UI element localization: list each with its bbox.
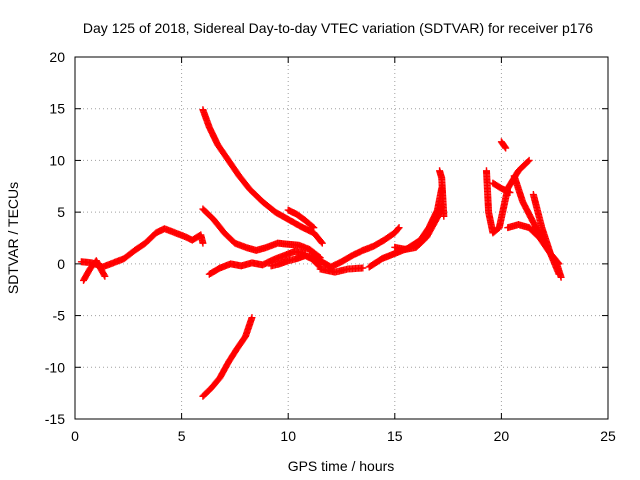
data-point: [309, 223, 317, 231]
data-point: [318, 239, 326, 247]
y-tick-label: 10: [49, 152, 65, 168]
chart-title: Day 125 of 2018, Sidereal Day-to-day VTE…: [83, 20, 593, 36]
series-arc-15: [489, 179, 514, 196]
y-axis-label: SDTVAR / TECUs: [5, 182, 21, 294]
data-point: [524, 157, 532, 165]
series-arc-3: [199, 106, 326, 247]
series-arc-16: [497, 138, 510, 152]
data-point: [555, 270, 563, 278]
series-arc-19: [529, 191, 563, 278]
data-point: [310, 224, 318, 232]
plot-frame: [74, 56, 609, 420]
y-tick-label: 15: [49, 101, 65, 117]
series-arc-13: [436, 167, 448, 220]
x-tick-label: 15: [387, 428, 403, 444]
x-tick-label: 5: [178, 428, 186, 444]
series-arc-6: [199, 314, 256, 400]
data-point: [248, 314, 256, 322]
data-point: [359, 264, 367, 272]
series-arc-8: [284, 206, 318, 232]
data-points: [77, 106, 565, 400]
x-tick-label: 0: [71, 428, 79, 444]
axis-ticks: 0 5 10 15 20 25 -15 -10 -5 0 5 10 15 20: [45, 49, 616, 444]
x-tick-label: 25: [600, 428, 616, 444]
data-point: [501, 143, 509, 151]
data-point: [101, 272, 109, 280]
x-tick-label: 20: [494, 428, 510, 444]
data-point: [502, 144, 510, 152]
data-point: [317, 238, 325, 246]
data-point: [440, 212, 448, 220]
series-arc-10: [316, 264, 367, 276]
y-tick-label: 0: [57, 256, 65, 272]
data-point: [100, 271, 108, 279]
data-point: [199, 239, 207, 247]
x-tick-label: 10: [280, 428, 296, 444]
grid-lines: [75, 57, 608, 419]
series-arc-2: [80, 257, 109, 284]
y-tick-label: -15: [45, 411, 65, 427]
y-tick-label: -10: [45, 359, 65, 375]
data-point: [525, 156, 533, 164]
y-tick-label: 20: [49, 49, 65, 65]
x-axis-label: GPS time / hours: [288, 458, 395, 474]
data-point: [394, 225, 402, 233]
data-point: [395, 224, 403, 232]
series-arc-1: [77, 225, 207, 271]
data-point: [506, 188, 514, 196]
y-tick-label: 5: [57, 204, 65, 220]
series-arc-9: [306, 224, 403, 271]
y-tick-label: -5: [53, 308, 66, 324]
